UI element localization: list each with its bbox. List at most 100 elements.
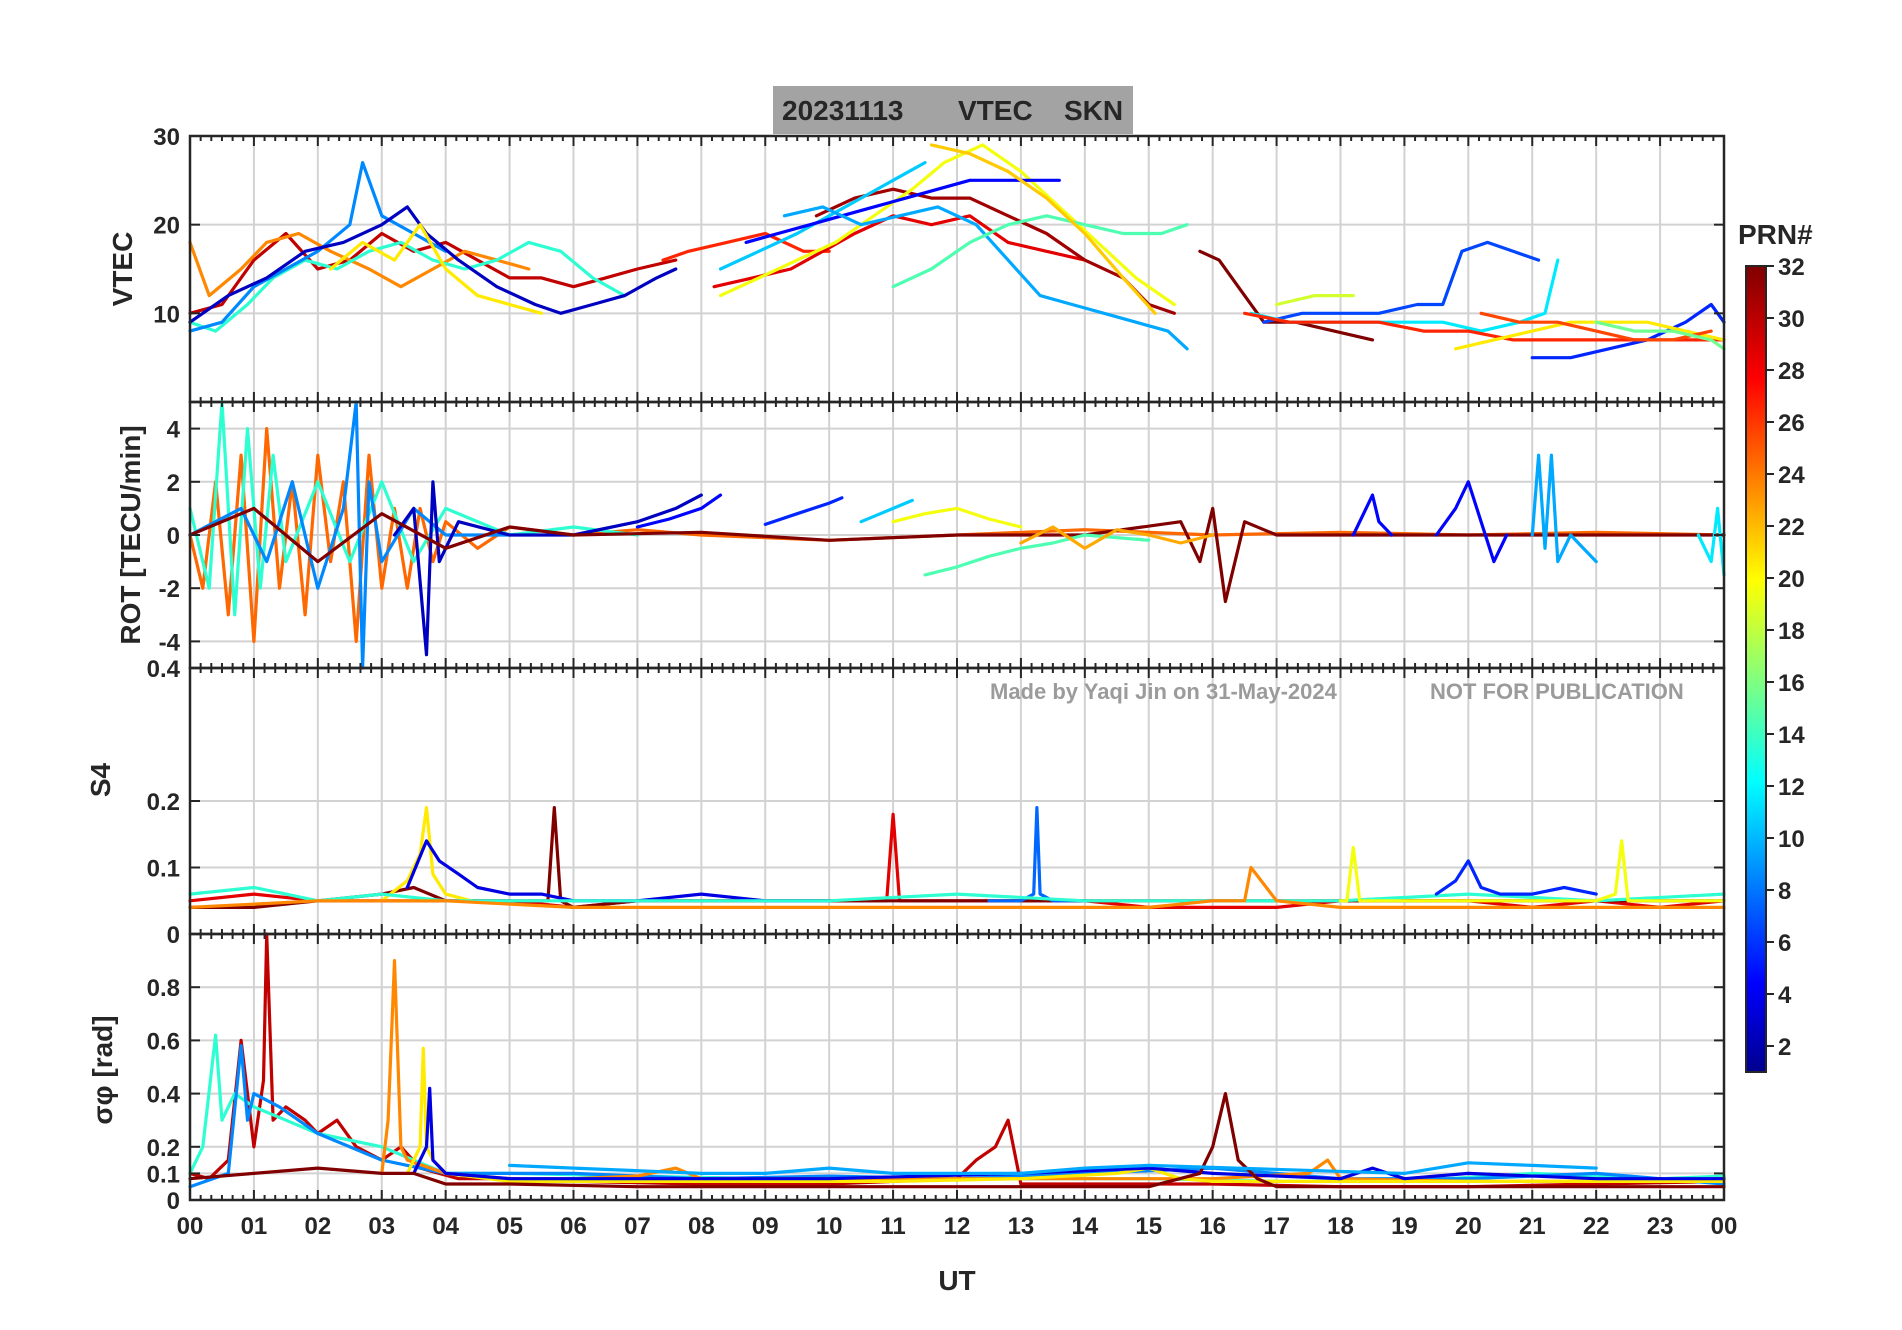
vtec-series-prn-14 [188,240,627,333]
s4-series-prn-21 [380,805,473,903]
title-station: SKN [1064,95,1123,126]
sigma_phi-series-prn-24 [380,958,1726,1184]
y-tick-label: 30 [153,124,180,151]
s4-series-prn-20 [1338,839,1726,903]
x-tick-label: 15 [1135,1213,1162,1240]
sigma_phi-series-prn-21 [405,1046,1726,1184]
x-tick-label: 05 [496,1213,523,1240]
colorbar-tick-label: 26 [1778,410,1805,437]
x-tick-label: 13 [1008,1213,1035,1240]
title-quantity: VTEC [958,95,1033,126]
x-tick-label: 17 [1263,1213,1290,1240]
vtec-series-prn-16 [1594,320,1726,351]
rot-series-prn-15 [923,533,1151,577]
colorbar-tick-label: 6 [1778,930,1791,957]
x-tick-label: 00 [1711,1213,1738,1240]
vtec-series-prn-27 [661,231,831,262]
rot-series-prn-23 [1019,525,1215,550]
colorbar-tick-label: 28 [1778,358,1805,385]
x-tick-label: 14 [1071,1213,1098,1240]
y-tick-label: 0.2 [147,1135,180,1162]
rot-series-prn-3 [392,480,703,657]
colorbar-tick-label: 14 [1778,722,1805,749]
colorbar-title: PRN# [1738,219,1813,250]
rot-series-prn-5 [635,493,723,529]
sigma-phi-panel: 00.10.2 0.4 0.6 0.8 σφ [rad] [87,932,1726,1215]
rot-series-group [188,400,1726,670]
colorbar-tick-label: 10 [1778,826,1805,853]
x-tick-label: 07 [624,1213,651,1240]
y-tick-label: 20 [153,213,180,240]
x-tick-label: 03 [368,1213,395,1240]
vtec-grid [190,136,1724,402]
x-tick-label: 04 [432,1213,459,1240]
x-tick-labels: 00 01 02 03 04 05 06 07 08 09 10 11 12 13 14 15 16 17 18 19… [177,1213,1738,1240]
vtec-series-prn-3 [188,205,678,324]
y-tick-label: -4 [159,629,181,656]
colorbar-tick-label: 2 [1778,1034,1791,1061]
x-axis-label: UT [938,1265,975,1296]
x-tick-label: 01 [241,1213,268,1240]
sigma-phi-y-axis-label: σφ [rad] [87,1015,118,1124]
x-tick-label: 16 [1199,1213,1226,1240]
vtec-series-prn-20 [718,143,1176,307]
y-tick-label: 0 [167,523,180,550]
vtec-series-prn-21 [1453,320,1726,351]
x-tick-label: 06 [560,1213,587,1240]
y-tick-label: 0.6 [147,1028,180,1055]
rot-panel: -4 -2 0 2 4 ROT [TECU/min] [115,400,1726,670]
colorbar-tick-label: 22 [1778,514,1805,541]
colorbar-tick-label: 18 [1778,618,1805,645]
x-tick-label: 12 [944,1213,971,1240]
rot-series-prn-10 [1530,453,1598,564]
y-tick-label: 0.1 [147,1161,180,1188]
vtec-series-prn-11 [718,161,927,271]
y-tick-label: 0.4 [147,656,181,683]
x-tick-label: 20 [1455,1213,1482,1240]
y-tick-label: 0.8 [147,975,180,1002]
x-tick-label: 23 [1647,1213,1674,1240]
colorbar-tick-label: 30 [1778,306,1805,333]
x-tick-label: 08 [688,1213,715,1240]
s4-series-prn-6 [1434,859,1598,896]
sigma-phi-series-group [188,932,1726,1189]
x-tick-label: 09 [752,1213,779,1240]
y-tick-label: 0.4 [147,1082,181,1109]
rot-series-prn-6 [763,496,844,527]
colorbar-tick-label: 16 [1778,670,1805,697]
y-tick-label: 0 [167,922,180,949]
y-tick-label: -2 [159,576,180,603]
rot-series-prn-25 [188,427,1726,644]
s4-panel: 0 0.1 0.2 0.4 S4 Made by Yaqi Jin on 31-May… [85,656,1726,949]
rot-series-prn-5 [1351,493,1394,537]
s4-series-prn-4 [405,839,831,903]
rot-series-prn-11 [859,498,914,524]
vtec-series-prn-30 [188,231,678,315]
x-tick-label: 10 [816,1213,843,1240]
vtec-y-axis-label: VTEC [107,232,138,307]
watermark-notice: NOT FOR PUBLICATION [1430,679,1684,704]
vtec-series-prn-26 [1479,311,1713,342]
x-tick-label: 11 [880,1213,905,1240]
y-tick-label: 0.2 [147,789,180,816]
y-tick-label: 10 [153,301,180,328]
s4-grid [190,668,1724,934]
colorbar-tick-label: 24 [1778,462,1805,489]
x-tick-label: 19 [1391,1213,1418,1240]
rot-series-prn-12 [1696,506,1726,577]
vtec-series-prn-7 [1262,240,1541,324]
rot-series-prn-5 [1434,480,1509,564]
vtec-series-prn-15 [891,214,1189,289]
y-tick-label: 0.1 [147,856,180,883]
y-tick-label: 4 [167,417,181,444]
vtec-series-prn-19 [1274,294,1355,307]
vtec-series-prn-9 [188,161,448,333]
colorbar-tick-label: 12 [1778,774,1805,801]
s4-ticks: 0 0.1 0.2 0.4 [147,656,1725,949]
y-tick-label: 0 [167,1188,180,1215]
vtec-series-prn-5 [744,178,1061,244]
title-banner: 20231113 VTEC SKN [773,86,1133,134]
